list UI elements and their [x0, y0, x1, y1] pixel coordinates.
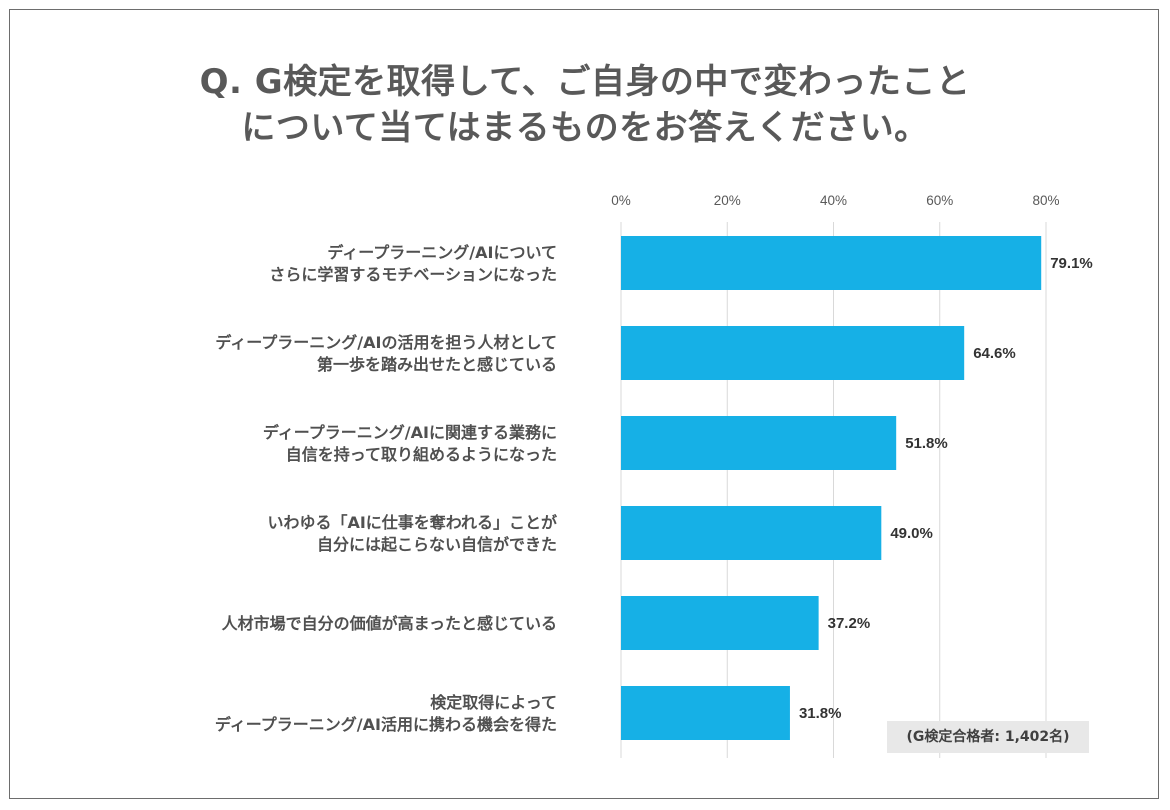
- category-label: さらに学習するモチベーションになった: [269, 265, 557, 284]
- bar[interactable]: [621, 506, 882, 560]
- bar[interactable]: [621, 326, 965, 380]
- category-label: ディープラーニング/AI活用に携わる機会を得た: [215, 715, 557, 734]
- category-label: ディープラーニング/AIについて: [327, 243, 557, 262]
- bar[interactable]: [621, 686, 790, 740]
- x-tick-label: 40%: [820, 193, 847, 208]
- category-label: ディープラーニング/AIの活用を担う人材として: [215, 333, 557, 352]
- x-tick-label: 20%: [714, 193, 741, 208]
- bar-value-label: 37.2%: [828, 615, 871, 632]
- bar-value-label: 79.1%: [1050, 255, 1093, 272]
- x-tick-label: 0%: [611, 193, 631, 208]
- bar[interactable]: [621, 236, 1042, 290]
- category-label: いわゆる「AIに仕事を奪われる」ことが: [267, 513, 557, 532]
- category-label: ディープラーニング/AIに関連する業務に: [263, 423, 557, 442]
- bar-value-label: 49.0%: [890, 525, 933, 542]
- category-label: 人材市場で自分の価値が高まったと感じている: [222, 614, 557, 633]
- category-label: 第一歩を踏み出せたと感じている: [317, 355, 557, 374]
- x-tick-label: 60%: [926, 193, 953, 208]
- bar-value-label: 31.8%: [799, 705, 842, 722]
- category-label: 自信を持って取り組めるようになった: [286, 445, 557, 464]
- x-tick-label: 80%: [1032, 193, 1059, 208]
- chart-title-line-2: について当てはまるものをお答えください。: [241, 108, 929, 148]
- category-label: 検定取得によって: [430, 693, 557, 712]
- category-label: 自分には起こらない自信ができた: [317, 535, 557, 554]
- chart-title-line-1: Q. G検定を取得して、ご自身の中で変わったこと: [199, 62, 971, 102]
- bar[interactable]: [621, 596, 819, 650]
- bar-value-label: 64.6%: [973, 345, 1016, 362]
- sample-size-note: (G検定合格者: 1,402名): [887, 721, 1089, 753]
- chart-frame: [9, 9, 1159, 799]
- bar-value-label: 51.8%: [905, 435, 948, 452]
- bar[interactable]: [621, 416, 897, 470]
